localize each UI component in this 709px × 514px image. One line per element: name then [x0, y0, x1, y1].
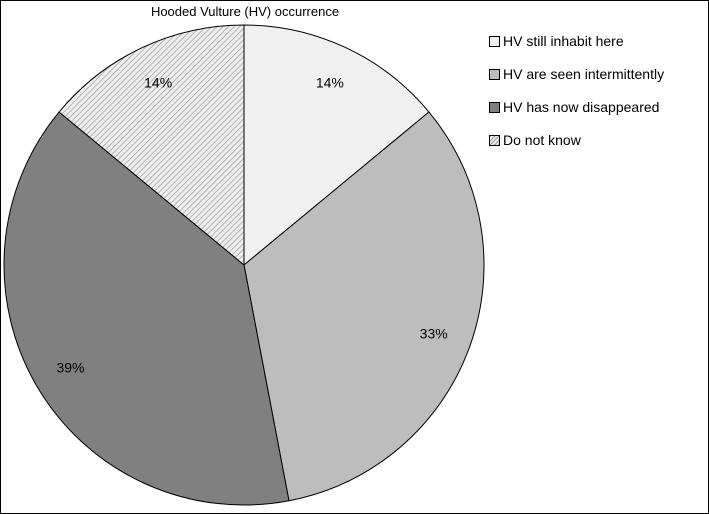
legend-label-disappeared: HV has now disappeared: [503, 99, 660, 115]
legend-swatch-seen-intermittently: [489, 68, 500, 80]
chart-title: Hooded Vulture (HV) occurrence: [150, 4, 340, 19]
pie-data-labels: 14% 33% 39% 14%: [56, 75, 447, 376]
pie-slice-still-inhabit: [243, 24, 430, 267]
pie-slices: [3, 24, 485, 506]
legend-swatch-do-not-know: [489, 134, 500, 146]
data-label-do-not-know: 14%: [144, 75, 172, 91]
legend-item-still-inhabit: HV still inhabit here: [489, 30, 664, 52]
pie-slice-disappeared: [3, 111, 290, 506]
data-label-seen-intermittently: 33%: [420, 325, 448, 341]
pie-slice-seen-intermittently: [243, 111, 485, 502]
legend-swatch-still-inhabit: [489, 35, 500, 47]
legend-swatch-disappeared: [489, 101, 500, 113]
legend-item-disappeared: HV has now disappeared: [489, 96, 664, 118]
legend-label-seen-intermittently: HV are seen intermittently: [503, 66, 665, 82]
pie-slice-do-not-know: [58, 24, 245, 267]
legend: HV still inhabit here HV are seen interm…: [489, 30, 664, 162]
legend-label-still-inhabit: HV still inhabit here: [503, 33, 624, 49]
legend-label-do-not-know: Do not know: [503, 132, 581, 148]
legend-item-seen-intermittently: HV are seen intermittently: [489, 63, 664, 85]
legend-item-do-not-know: Do not know: [489, 129, 664, 151]
data-label-disappeared: 39%: [56, 360, 84, 376]
data-label-still-inhabit: 14%: [316, 75, 344, 91]
